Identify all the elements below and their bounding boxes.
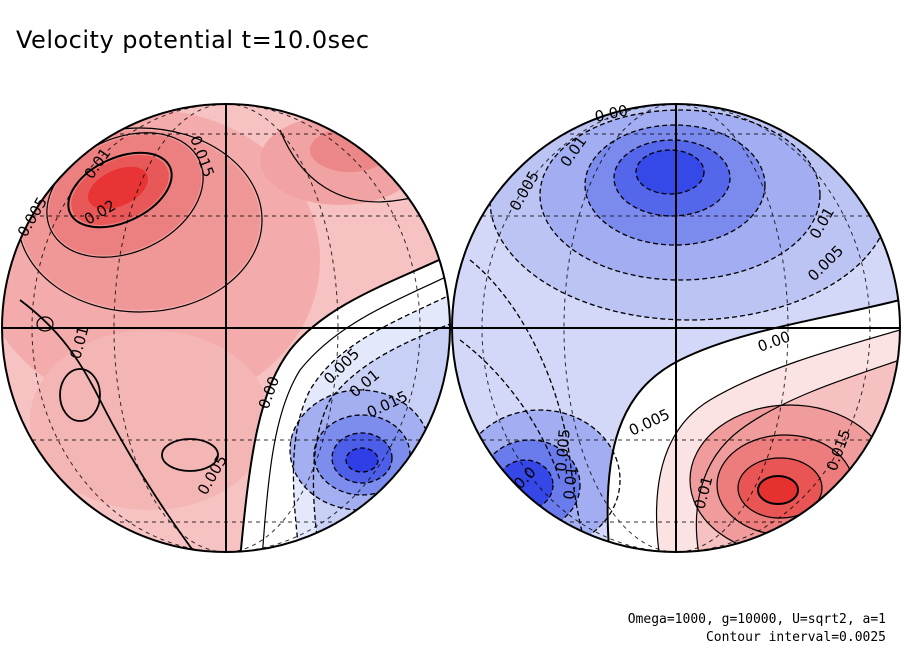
contour-label: 0.01 xyxy=(560,466,581,501)
contour-label: 0.005 xyxy=(552,428,574,472)
plot-title: Velocity potential t=10.0sec xyxy=(16,26,370,54)
left-hemisphere: 0.01 0.015 0.02 0.005 0.01 0.00 0.005 0.… xyxy=(1,103,451,553)
contour-interval-caption: Contour interval=0.0025 xyxy=(705,630,886,645)
parameters-caption: Omega=1000, g=10000, U=sqrt2, a=1 xyxy=(627,612,886,627)
right-hemisphere: 0.00 0.01 0.005 0.01 0.005 0.00 0.005 0.… xyxy=(451,101,901,553)
